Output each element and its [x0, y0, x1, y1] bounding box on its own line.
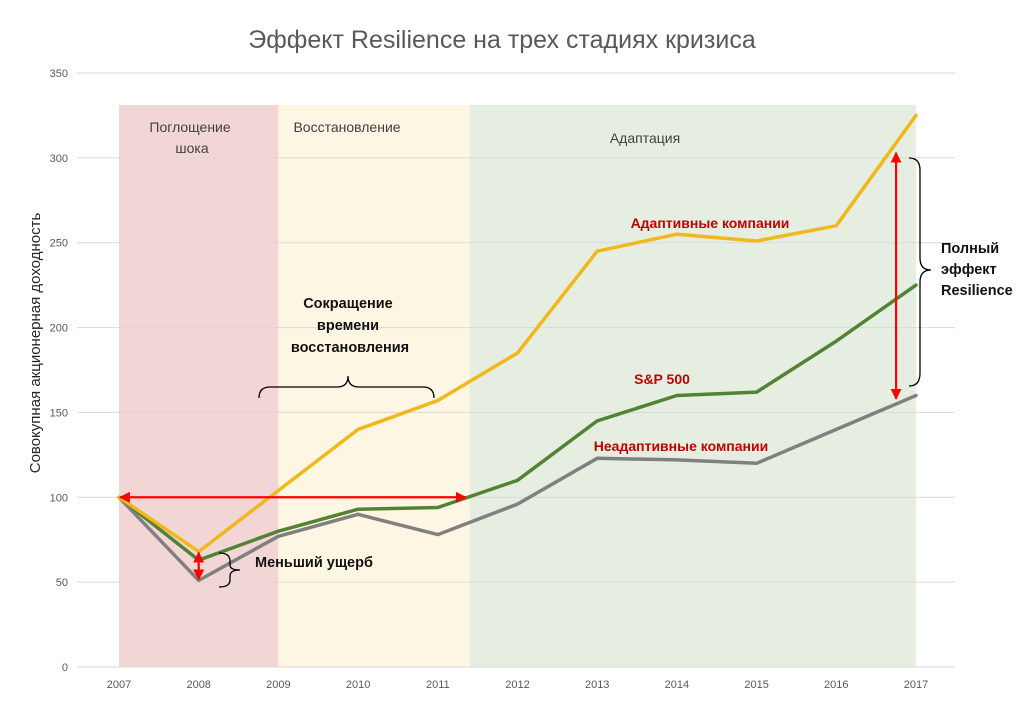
phase-label-adaptation: Адаптация: [610, 130, 680, 146]
brace-less-damage: [218, 552, 241, 588]
phase-band-2: [469, 105, 916, 667]
y-tick-300: 300: [50, 153, 68, 165]
series-lines: [117, 113, 918, 583]
phase-band-0: [119, 105, 279, 667]
y-tick-50: 50: [56, 577, 68, 589]
series-label-nonadaptive: Неадаптивные компании: [594, 438, 768, 454]
x-tick-labels: 2007 2008 2009 2010 2011 2012 2013 2014 2015 2016…: [107, 679, 928, 691]
series-label-adaptive: Адаптивные компании: [631, 215, 790, 231]
y-tick-150: 150: [50, 407, 68, 419]
annotation-recovery-time: Сокращение времени восстановления: [291, 296, 409, 356]
brace-full-effect: [908, 157, 932, 387]
phase-label-shock: Поглощение шока: [149, 119, 234, 156]
phase-bands: [119, 105, 916, 667]
brace-recovery-time: [258, 375, 435, 399]
x-tick-2009: 2009: [266, 679, 290, 691]
chart-title: Эффект Resilience на трех стадиях кризис…: [248, 26, 756, 54]
x-tick-2014: 2014: [665, 679, 689, 691]
annotation-braces: [218, 157, 932, 588]
x-tick-2015: 2015: [744, 679, 768, 691]
x-tick-2010: 2010: [346, 679, 370, 691]
x-tick-2007: 2007: [107, 679, 131, 691]
annotation-full-effect: Полный эффект Resilience: [941, 241, 1013, 299]
x-tick-2011: 2011: [426, 679, 450, 691]
series-line-0: [117, 113, 918, 554]
y-axis-label: Совокупная акционерная доходность: [27, 213, 44, 474]
phase-label-recovery: Восстановление: [293, 119, 400, 135]
series-line-1: [117, 283, 918, 562]
x-tick-2016: 2016: [824, 679, 848, 691]
y-tick-250: 250: [50, 238, 68, 250]
y-tick-200: 200: [50, 323, 68, 335]
x-tick-2008: 2008: [186, 679, 210, 691]
series-label-sp500: S&P 500: [634, 371, 690, 387]
annotation-less-damage: Меньший ущерб: [255, 555, 373, 571]
x-tick-2012: 2012: [505, 679, 529, 691]
series-line-2: [117, 393, 918, 583]
annotation-arrows: [118, 151, 902, 581]
x-tick-2013: 2013: [585, 679, 609, 691]
x-tick-2017: 2017: [904, 679, 928, 691]
y-tick-100: 100: [50, 492, 68, 504]
y-tick-labels: 0 50 100 150 200 250 300 350: [50, 68, 68, 674]
y-tick-350: 350: [50, 68, 68, 80]
y-tick-0: 0: [62, 662, 68, 674]
phase-band-1: [278, 105, 470, 667]
